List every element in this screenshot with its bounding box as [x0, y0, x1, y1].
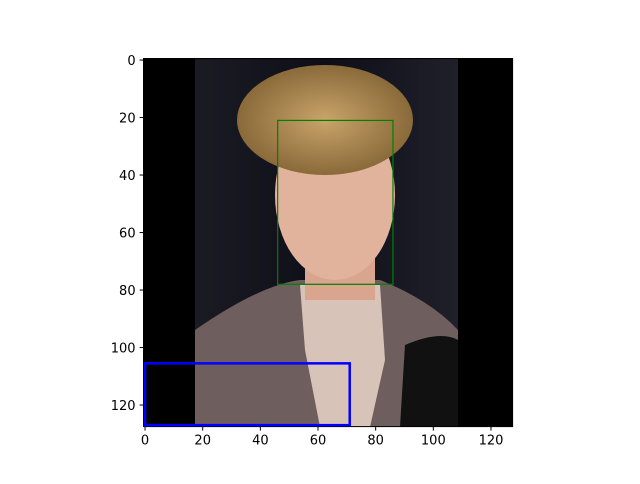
y-tick-label: 120: [111, 399, 136, 414]
x-tick-label: 80: [367, 434, 384, 449]
bounding-box: [277, 119, 394, 285]
photo: [143, 58, 513, 427]
y-tick-label: 20: [119, 112, 136, 127]
y-tick-label: 0: [127, 54, 135, 69]
x-tick-label: 60: [310, 434, 327, 449]
image-shadow: [400, 336, 458, 427]
x-tick-label: 120: [479, 434, 504, 449]
y-tick-label: 80: [119, 284, 136, 299]
axes-frame: [143, 58, 514, 428]
x-tick-label: 100: [421, 434, 446, 449]
x-tick-label: 40: [252, 434, 269, 449]
x-tick-label: 20: [194, 434, 211, 449]
y-tick-label: 40: [119, 169, 136, 184]
y-tick-label: 60: [119, 227, 136, 242]
y-tick-label: 100: [111, 342, 136, 357]
x-tick-label: 0: [141, 434, 149, 449]
bounding-box: [143, 362, 351, 427]
image-shirt: [300, 285, 385, 427]
